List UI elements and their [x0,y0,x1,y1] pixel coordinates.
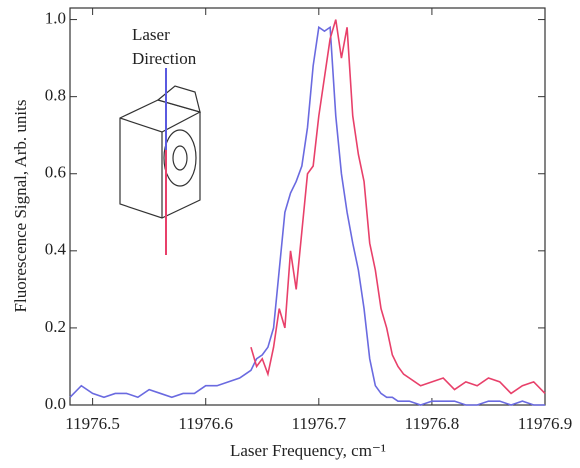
annotation: Direction [132,49,197,68]
x-tick-label: 11976.6 [178,414,233,433]
annotation: Laser [132,25,170,44]
data-line [69,25,545,406]
y-tick-label: 0.6 [45,163,66,182]
x-axis-label: Laser Frequency, cm⁻¹ [230,441,386,460]
inset-ring [172,145,188,171]
y-tick-label: 0.0 [45,394,66,413]
x-tick-label: 11976.9 [518,414,573,433]
y-axis-label: Fluorescence Signal, Arb. units [11,100,30,313]
x-tick-label: 11976.7 [291,414,346,433]
y-tick-label: 0.4 [45,240,67,259]
y-tick-label: 0.8 [45,86,66,105]
data-line [250,19,546,395]
y-tick-label: 0.2 [45,317,66,336]
inset-top [156,85,201,113]
plot-frame [69,7,546,406]
inset-diagram [119,85,201,219]
x-tick-label: 11976.5 [65,414,120,433]
x-tick-label: 11976.8 [405,414,460,433]
y-tick-label: 1.0 [45,8,66,27]
